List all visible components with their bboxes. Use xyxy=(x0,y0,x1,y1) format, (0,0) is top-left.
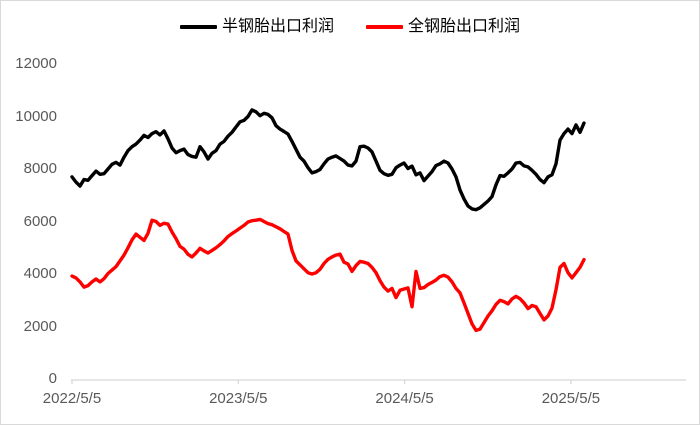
legend-line-black-icon xyxy=(179,25,217,29)
y-axis-tick-label: 12000 xyxy=(15,55,57,72)
y-axis-tick-label: 8000 xyxy=(23,160,57,177)
legend-label-all-steel-tire: 全钢胎出口利润 xyxy=(408,18,521,35)
legend-item-semi-steel-tire: 半钢胎出口利润 xyxy=(179,18,334,35)
x-axis-tick-label: 2025/5/5 xyxy=(541,390,601,407)
legend-label-semi-steel-tire: 半钢胎出口利润 xyxy=(221,18,334,35)
series-line-all-steel-tire xyxy=(70,217,586,333)
legend-item-all-steel-tire: 全钢胎出口利润 xyxy=(366,19,520,35)
y-axis-tick-label: 10000 xyxy=(15,107,57,125)
y-axis-tick-label: 0 xyxy=(48,370,57,387)
y-axis-tick-label: 2000 xyxy=(23,317,57,335)
y-axis-tick-label: 6000 xyxy=(23,212,57,230)
legend-line-red-icon xyxy=(366,25,403,29)
series-line-semi-steel-tire xyxy=(70,108,586,212)
y-axis-tick-label: 4000 xyxy=(23,265,57,282)
x-axis-tick-label: 2024/5/5 xyxy=(375,390,434,407)
x-axis-tick-label: 2023/5/5 xyxy=(209,390,268,407)
chart-legend: 半钢胎出口利润 全钢胎出口利润 xyxy=(1,19,699,35)
x-axis-tick-label: 2022/5/5 xyxy=(42,390,102,407)
